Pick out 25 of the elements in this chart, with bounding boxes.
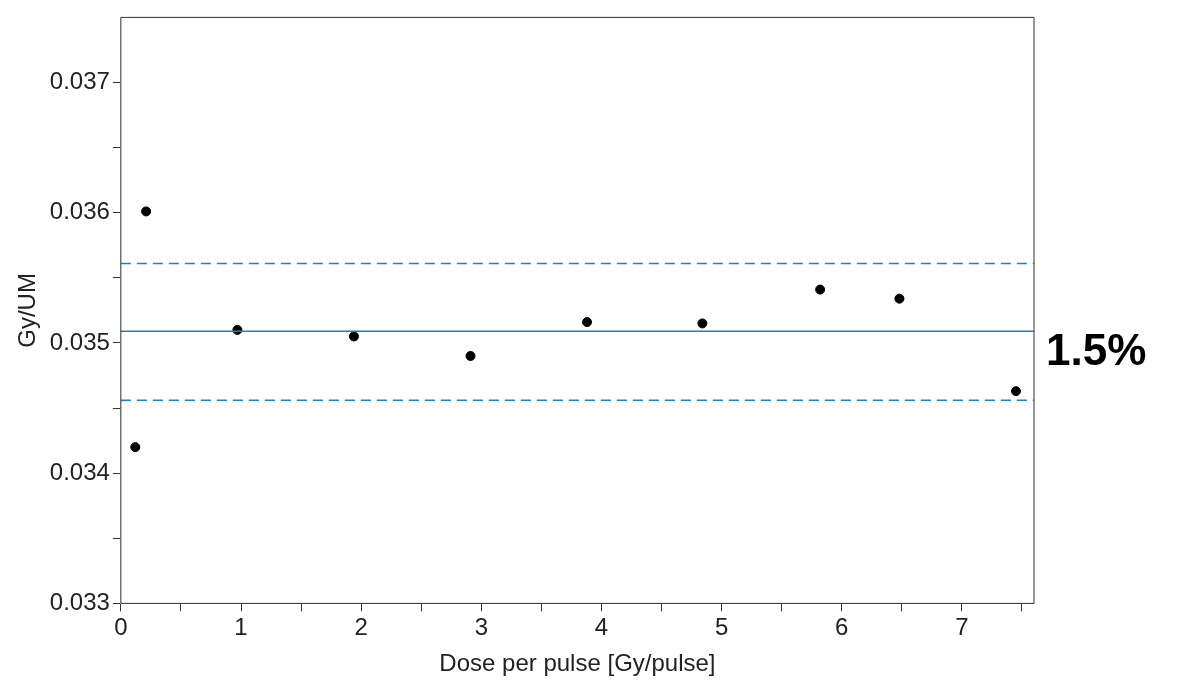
x-tick-label: 0	[114, 613, 128, 641]
x-tick-label: 6	[835, 613, 849, 641]
y-axis-title: Gy/UM	[13, 273, 41, 348]
point	[465, 350, 476, 361]
x-tick-label: 1	[234, 613, 248, 641]
point	[141, 206, 152, 217]
point	[130, 442, 141, 453]
y-tick-label: 0.035	[49, 327, 110, 355]
x-axis-title: Dose per pulse [Gy/pulse]	[439, 649, 716, 677]
y-tick-label: 0.034	[49, 457, 110, 485]
point	[894, 293, 905, 304]
y-tick-label: 0.037	[49, 67, 110, 95]
point	[582, 317, 593, 328]
x-tick-label: 4	[594, 613, 609, 641]
x-tick-label: 3	[474, 613, 488, 641]
x-tick-label: 7	[955, 613, 969, 641]
y-tick-label: 0.036	[49, 197, 110, 225]
point	[1010, 386, 1021, 397]
y-tick-label: 0.033	[49, 588, 110, 616]
point	[815, 284, 826, 295]
point	[697, 318, 708, 329]
text: 1.5%	[1046, 325, 1147, 375]
point	[348, 331, 359, 342]
x-tick-label: 2	[354, 613, 368, 641]
x-tick-label: 5	[714, 613, 729, 641]
